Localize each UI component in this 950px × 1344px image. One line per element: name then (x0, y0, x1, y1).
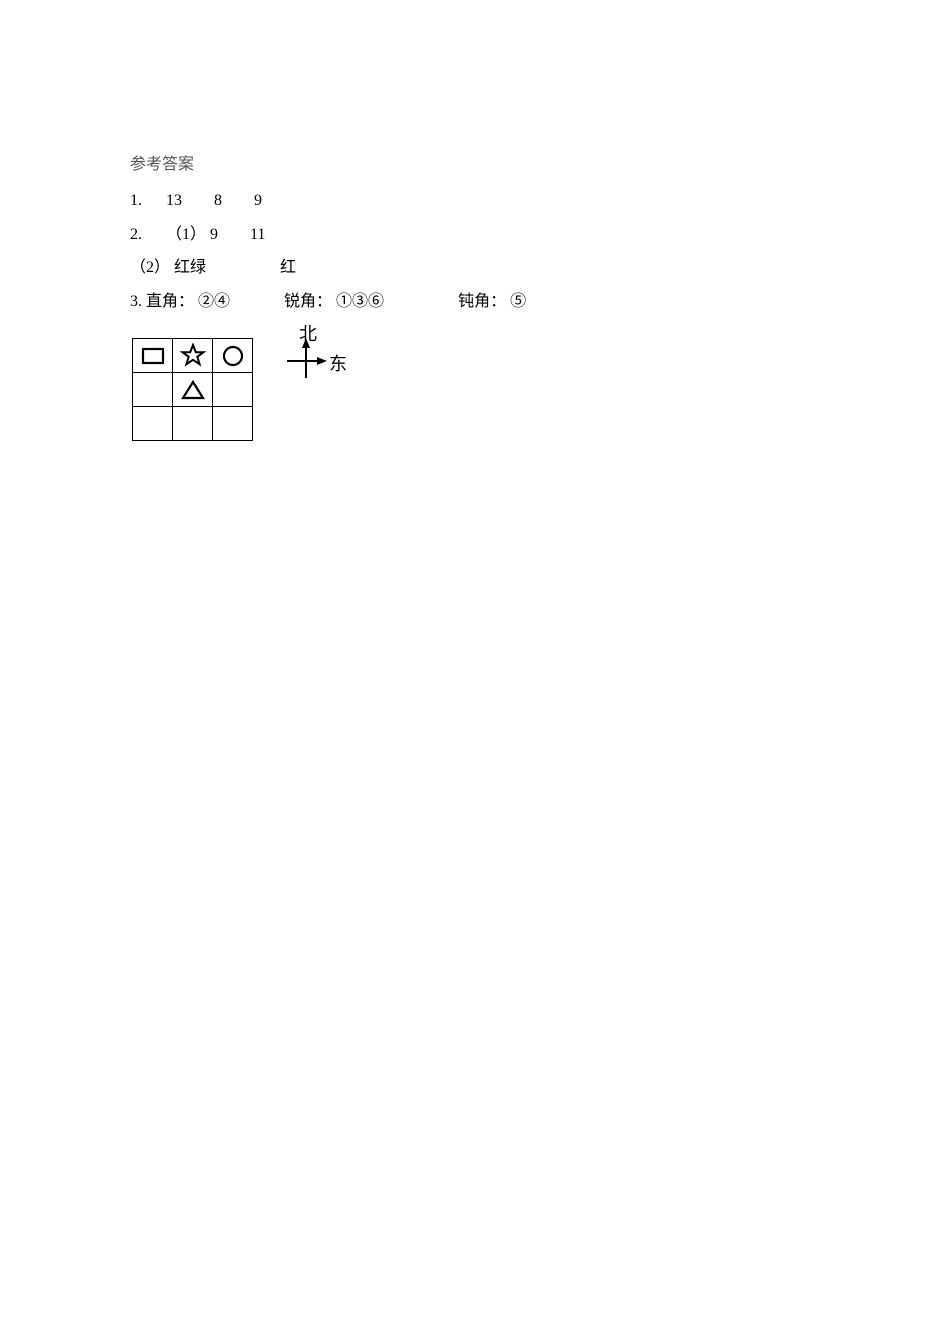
answer-2-part1: 2. （1） 9 11 (130, 222, 820, 248)
grid-cell-1-1 (173, 373, 213, 407)
q2-p2-b: 红 (280, 259, 296, 276)
grid-cell-2-0 (133, 407, 173, 441)
document-content: 参考答案 1. 13 8 9 2. （1） 9 11 （2） 红绿 红 3. 直… (130, 150, 820, 441)
circle-icon (221, 344, 245, 368)
q3-obtuse-label: 钝角： (458, 293, 506, 310)
q2-p1-b: 11 (250, 226, 265, 243)
answer-3: 3. 直角： ②④ 锐角： ①③⑥ 钝角： ⑤ (130, 289, 820, 315)
q3-right-label: 直角： (146, 293, 194, 310)
grid-cell-0-0 (133, 339, 173, 373)
grid-cell-0-2 (213, 339, 253, 373)
q1-a: 13 (166, 192, 182, 209)
q2-prefix: 2. (130, 226, 142, 243)
compass-wrap: 北 东 (281, 326, 331, 386)
q1-prefix: 1. (130, 192, 142, 209)
q3-right-val: ②④ (198, 293, 230, 310)
q2-p2-a: 红绿 (174, 259, 206, 276)
grid-wrap (132, 338, 253, 441)
q3-acute-label: 锐角： (284, 293, 332, 310)
compass-east-label: 东 (329, 350, 347, 376)
square-icon (140, 346, 166, 366)
compass-north-label: 北 (299, 320, 317, 346)
triangle-icon (180, 379, 206, 401)
answer-1: 1. 13 8 9 (130, 188, 820, 214)
answer-2-part2: （2） 红绿 红 (130, 255, 820, 281)
grid-cell-2-2 (213, 407, 253, 441)
q2-p1-a: 9 (210, 226, 218, 243)
q1-c: 9 (254, 192, 262, 209)
grid-cell-0-1 (173, 339, 213, 373)
grid-cell-1-2 (213, 373, 253, 407)
page-title: 参考答案 (130, 150, 820, 174)
diagram-row: 北 东 (130, 338, 820, 441)
star-icon (180, 343, 206, 369)
q2-p2-label: （2） (130, 259, 170, 276)
grid-cell-1-0 (133, 373, 173, 407)
q1-b: 8 (214, 192, 222, 209)
grid-cell-2-1 (173, 407, 213, 441)
shape-grid (132, 338, 253, 441)
q2-p1-label: （1） (166, 226, 206, 243)
q3-obtuse-val: ⑤ (510, 293, 526, 310)
q3-prefix: 3. (130, 293, 142, 310)
q3-acute-val: ①③⑥ (336, 293, 384, 310)
